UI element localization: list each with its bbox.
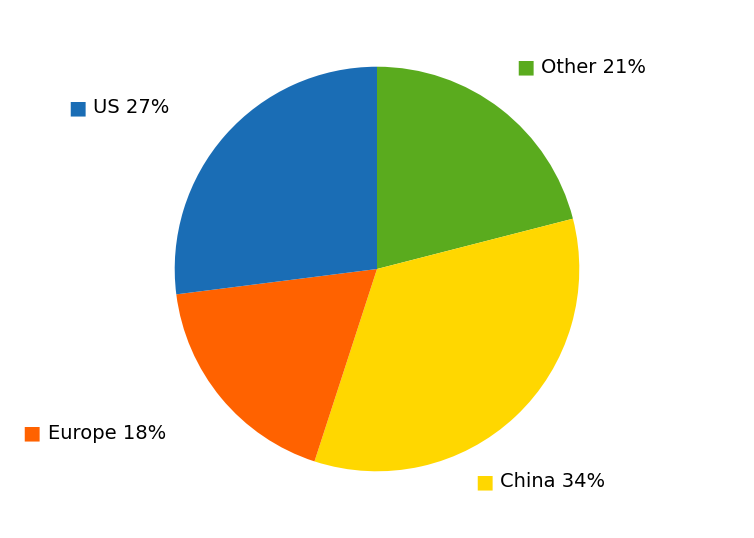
Text: US 27%: US 27% [93,98,169,117]
Text: ■: ■ [68,98,86,117]
Text: ■: ■ [475,472,493,491]
Text: ■: ■ [23,423,41,443]
Text: ■: ■ [516,58,535,77]
Wedge shape [176,269,377,462]
Wedge shape [314,218,579,471]
Text: Europe 18%: Europe 18% [48,423,166,443]
Wedge shape [175,67,377,294]
Wedge shape [377,67,573,269]
Text: Other 21%: Other 21% [541,58,646,77]
Text: China 34%: China 34% [500,472,605,491]
